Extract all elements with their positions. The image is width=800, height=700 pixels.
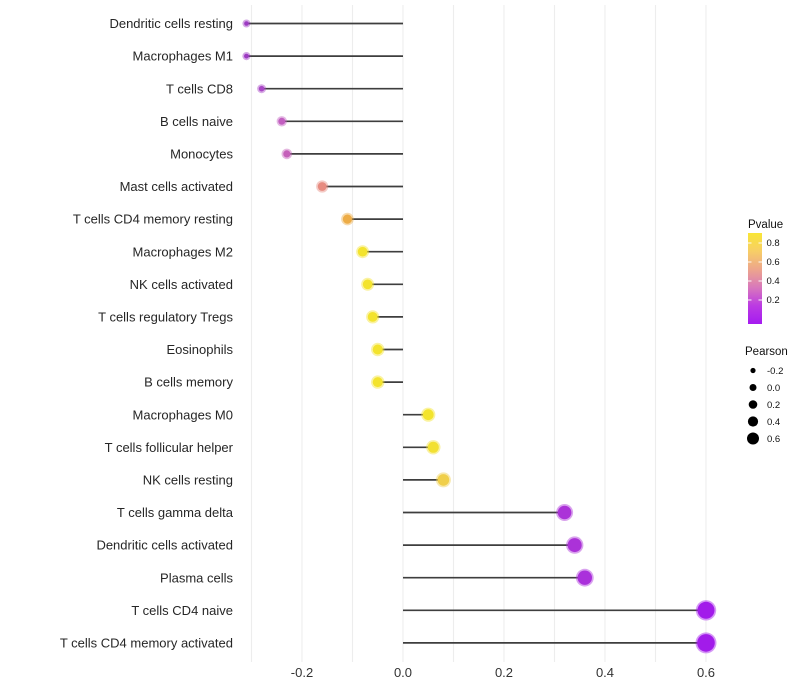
category-label: T cells follicular helper	[105, 440, 234, 455]
x-tick-label: -0.2	[291, 665, 313, 680]
pearson-legend-dot	[749, 384, 757, 391]
lollipop-dot	[244, 21, 249, 26]
dot-layer	[242, 19, 717, 654]
lollipop-dot	[244, 53, 249, 59]
category-label: Eosinophils	[167, 342, 234, 357]
category-label: T cells CD4 memory activated	[60, 636, 233, 651]
pearson-legend-dot	[748, 400, 758, 409]
category-label: Monocytes	[170, 147, 233, 162]
x-tick-label: 0.4	[596, 665, 614, 680]
colorbar-tick-label: 0.4	[767, 276, 780, 287]
lollipop-dot	[283, 150, 291, 158]
category-label: Macrophages M2	[133, 244, 233, 259]
grid-layer	[250, 5, 707, 662]
category-label: Mast cells activated	[120, 179, 233, 194]
lollipop-dot	[437, 474, 450, 486]
category-label: NK cells activated	[130, 277, 233, 292]
category-label: T cells CD8	[166, 81, 233, 96]
pearson-legend-label: 0.6	[767, 434, 780, 445]
lollipop-dot	[317, 182, 327, 191]
pearson-legend-label: -0.2	[767, 366, 783, 377]
lollipop-dot	[422, 409, 434, 421]
lollipop-dot	[367, 312, 378, 322]
lollipop-dot	[557, 505, 572, 520]
pearson-legend-label: 0.2	[767, 400, 780, 411]
category-label: B cells naive	[160, 114, 233, 129]
colorbar-tick-label: 0.2	[767, 295, 780, 306]
x-tick-label: 0.2	[495, 665, 513, 680]
category-label: T cells gamma delta	[117, 505, 234, 520]
pvalue-colorbar-ticks: 0.8 0.6 0.4 0.2	[748, 238, 780, 306]
lollipop-dot	[357, 246, 368, 257]
lollipop-dot	[362, 279, 373, 290]
pvalue-legend-title: Pvalue	[748, 219, 783, 231]
category-label: Macrophages M0	[133, 407, 233, 422]
category-label: Dendritic cells activated	[96, 538, 233, 553]
category-label: T cells CD4 memory resting	[73, 212, 233, 227]
pearson-legend-dot	[747, 416, 759, 427]
lollipop-dot	[278, 117, 286, 125]
x-axis-labels: -0.2 0.0 0.2 0.4 0.6	[291, 665, 715, 680]
category-label: B cells memory	[144, 375, 233, 390]
pearson-legend-dot	[750, 367, 756, 374]
category-label: T cells regulatory Tregs	[98, 310, 233, 325]
category-label: T cells CD4 naive	[131, 603, 233, 618]
pearson-legend-title: Pearson	[745, 346, 788, 358]
stem-layer	[246, 22, 706, 644]
lollipop-dot	[342, 214, 353, 224]
y-axis-labels: Dendritic cells resting Macrophages M1 T c…	[60, 16, 234, 650]
pearson-legend-label: 0.0	[767, 383, 780, 394]
lollipop-dot	[577, 570, 592, 585]
lollipop-dot	[567, 538, 582, 553]
pearson-legend-label: 0.4	[767, 417, 780, 428]
x-tick-label: 0.6	[697, 665, 715, 680]
category-label: Plasma cells	[160, 570, 233, 585]
lollipop-dot	[372, 344, 383, 355]
pearson-size-legend: -0.2 0.0 0.2 0.4 0.6	[747, 366, 783, 445]
pearson-legend-dot	[747, 432, 759, 445]
colorbar-tick-label: 0.8	[767, 238, 780, 249]
lollipop-dot	[258, 85, 265, 92]
lollipop-dot	[697, 634, 715, 652]
category-label: Dendritic cells resting	[109, 16, 233, 31]
colorbar-tick-label: 0.6	[767, 257, 780, 268]
legend-layer: Pvalue 0.80.60.40.2 Pearson -0.20.00.20.…	[745, 219, 788, 445]
category-label: Macrophages M1	[133, 49, 233, 64]
lollipop-dot	[427, 441, 439, 453]
x-tick-label: 0.0	[394, 665, 412, 680]
lollipop-dot	[372, 377, 383, 388]
pvalue-colorbar	[748, 233, 762, 324]
lollipop-dot	[697, 601, 715, 619]
category-label: NK cells resting	[143, 473, 233, 488]
